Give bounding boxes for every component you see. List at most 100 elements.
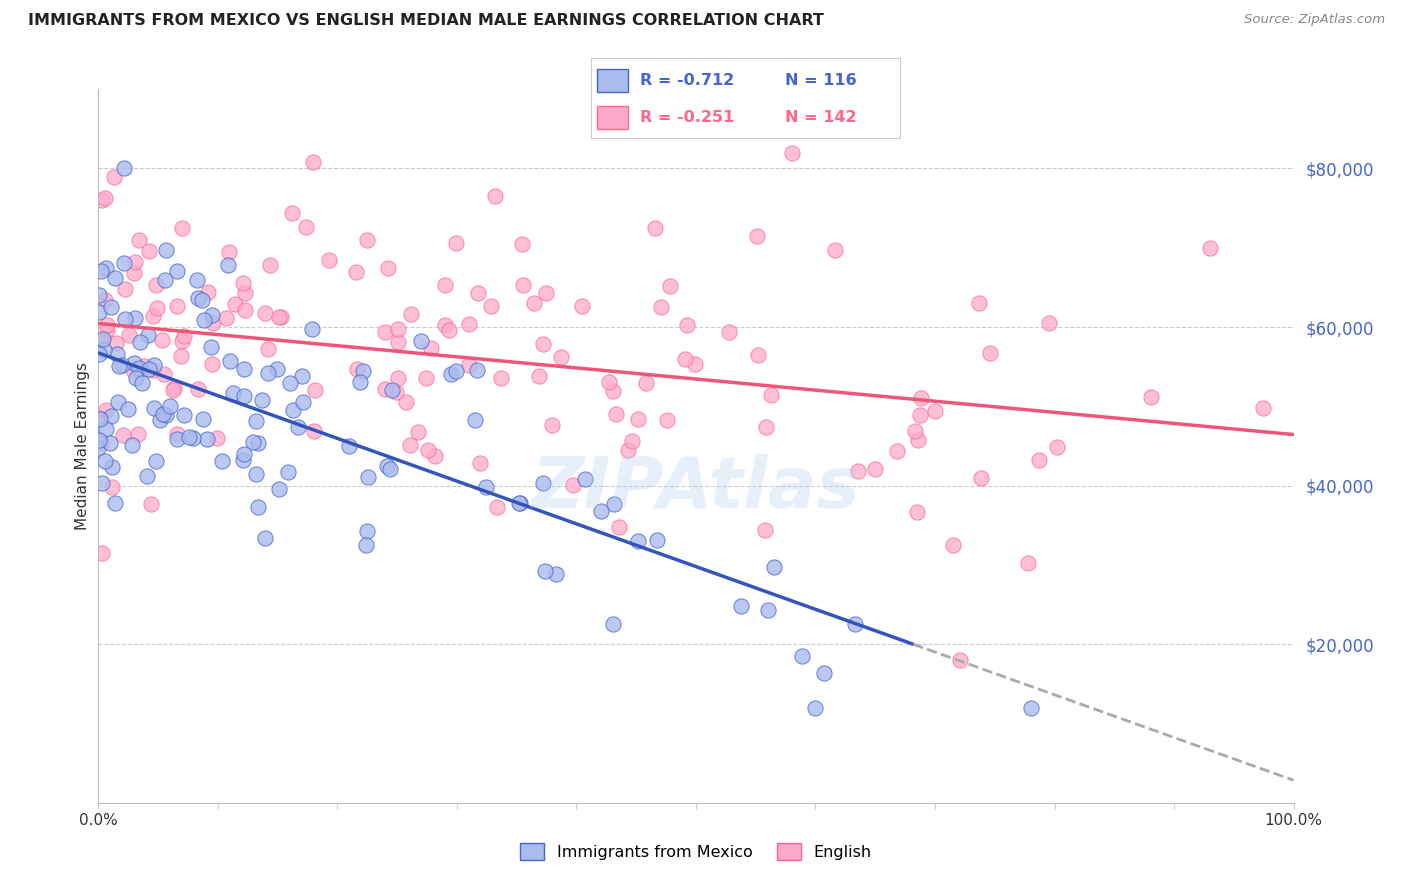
Point — [489, 371, 512, 385]
Point — [124, 370, 146, 384]
Point — [90, 334, 112, 348]
Point — [544, 567, 567, 582]
Point — [143, 401, 166, 416]
Point — [145, 454, 167, 468]
Point — [257, 343, 280, 357]
Point — [620, 434, 643, 449]
Point — [90, 264, 112, 278]
Text: R = -0.712: R = -0.712 — [640, 73, 734, 88]
Point — [475, 480, 498, 494]
Point — [380, 461, 402, 475]
Point — [399, 438, 422, 452]
Point — [1017, 556, 1039, 570]
Point — [294, 219, 316, 234]
Point — [384, 384, 406, 399]
Point — [266, 362, 288, 376]
Point — [967, 295, 990, 310]
Point — [650, 300, 672, 314]
Point — [131, 376, 153, 391]
Point — [87, 441, 110, 455]
Point — [277, 465, 299, 479]
Point — [173, 409, 195, 423]
Point — [218, 244, 240, 259]
Point — [924, 404, 946, 418]
Point — [676, 318, 699, 332]
Point — [905, 505, 928, 519]
Point — [270, 310, 292, 325]
Point — [1028, 452, 1050, 467]
Point — [166, 432, 188, 446]
Point — [149, 412, 172, 426]
Text: Source: ZipAtlas.com: Source: ZipAtlas.com — [1244, 13, 1385, 27]
Point — [267, 310, 290, 325]
Point — [201, 357, 224, 371]
Point — [655, 413, 678, 427]
Point — [377, 260, 399, 275]
Point — [128, 233, 150, 247]
Point — [512, 277, 534, 292]
Point — [561, 478, 583, 492]
Point — [112, 161, 135, 176]
Point — [162, 384, 184, 398]
Point — [949, 653, 972, 667]
Point — [1140, 390, 1163, 404]
Point — [349, 376, 371, 390]
Point — [200, 340, 222, 354]
Point — [344, 265, 367, 279]
Point — [910, 391, 932, 405]
Point — [122, 266, 145, 280]
Point — [103, 170, 125, 185]
Point — [245, 467, 267, 481]
Y-axis label: Median Male Earnings: Median Male Earnings — [75, 362, 90, 530]
Point — [287, 420, 309, 434]
Point — [907, 434, 929, 448]
Point — [356, 233, 378, 247]
Point — [399, 307, 422, 321]
Point — [607, 520, 630, 534]
Point — [730, 599, 752, 614]
Point — [374, 326, 396, 340]
Point — [195, 432, 218, 446]
Point — [571, 299, 593, 313]
Point — [381, 384, 404, 398]
Point — [627, 412, 650, 426]
Point — [193, 313, 215, 327]
Point — [550, 350, 572, 364]
Point — [259, 258, 281, 272]
Point — [645, 533, 668, 548]
Point — [87, 288, 110, 302]
Point — [87, 411, 110, 425]
Point — [531, 476, 554, 491]
Point — [346, 362, 368, 376]
Text: IMMIGRANTS FROM MEXICO VS ENGLISH MEDIAN MALE EARNINGS CORRELATION CHART: IMMIGRANTS FROM MEXICO VS ENGLISH MEDIAN… — [28, 13, 824, 29]
Point — [111, 358, 134, 372]
Point — [242, 434, 264, 449]
Point — [138, 362, 160, 376]
Point — [418, 442, 440, 457]
Point — [181, 431, 204, 445]
Point — [191, 412, 214, 426]
Point — [269, 482, 291, 496]
Point — [201, 309, 224, 323]
Point — [780, 145, 803, 160]
Point — [245, 414, 267, 428]
Point — [114, 282, 136, 296]
Point — [250, 392, 273, 407]
Point — [304, 383, 326, 397]
Point — [863, 462, 886, 476]
Point — [683, 357, 706, 371]
Point — [155, 273, 177, 287]
Point — [122, 362, 145, 376]
Point — [233, 362, 256, 376]
Point — [101, 480, 124, 494]
Point — [281, 206, 304, 220]
Point — [352, 364, 374, 378]
Point — [191, 293, 214, 307]
Point — [457, 358, 479, 372]
Point — [291, 368, 314, 383]
Point — [844, 616, 866, 631]
Point — [166, 299, 188, 313]
Point — [91, 332, 114, 346]
Point — [420, 341, 443, 355]
Point — [1251, 401, 1274, 416]
